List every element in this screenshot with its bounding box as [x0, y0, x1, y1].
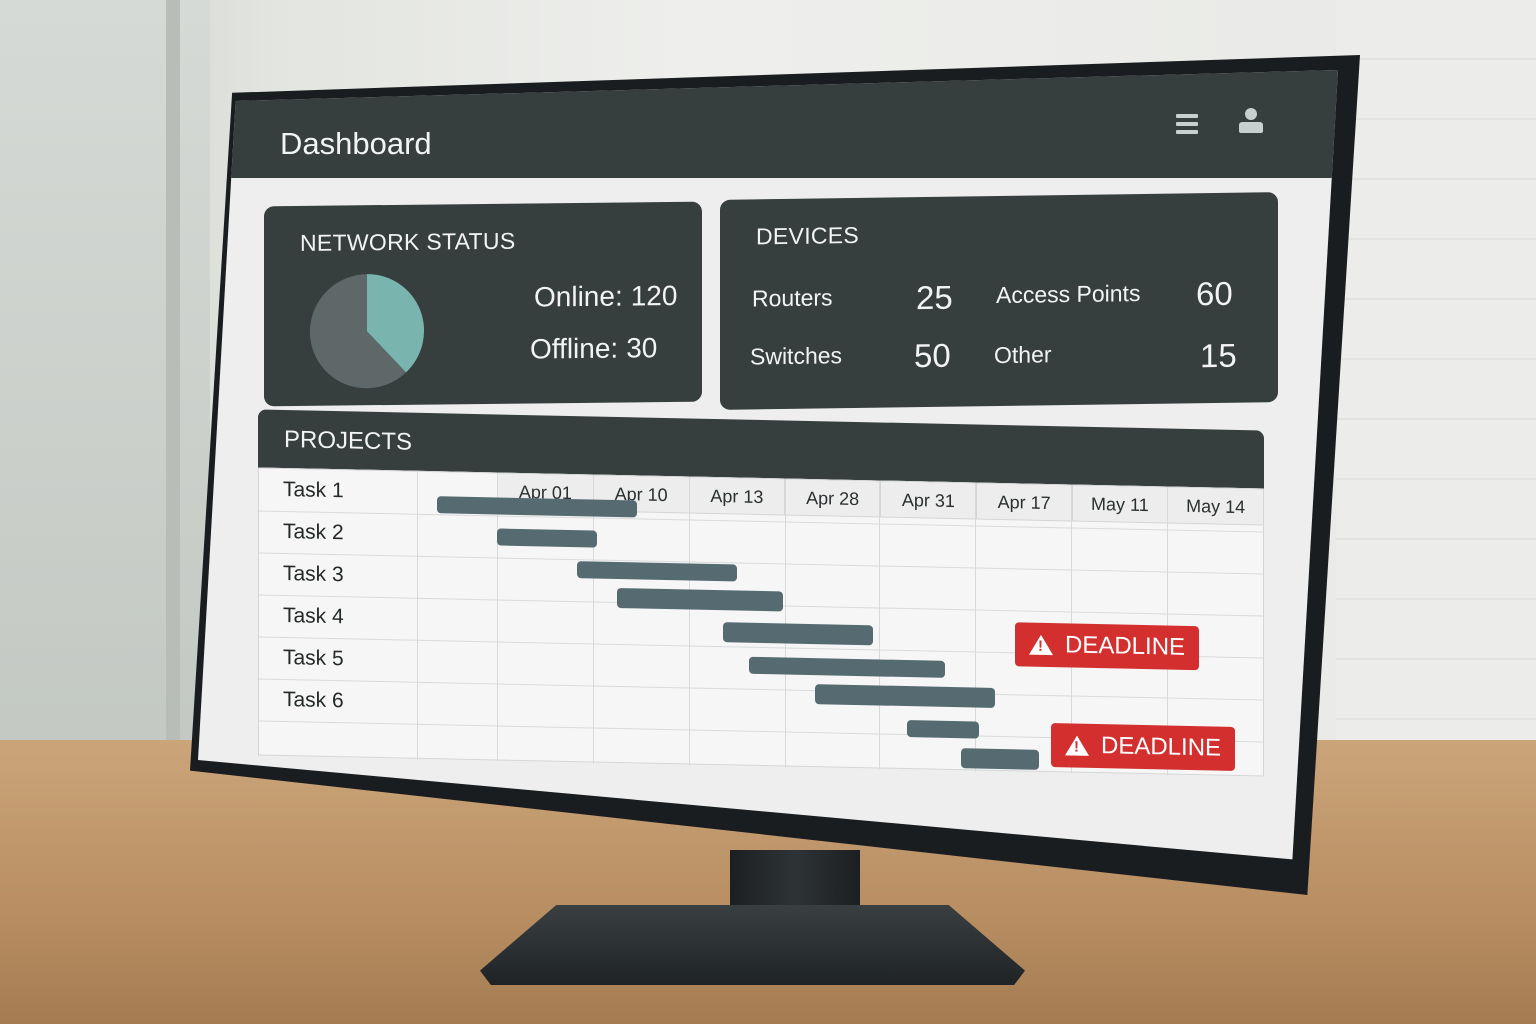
device-value-switches: 50: [914, 336, 951, 375]
warning-icon: [1065, 735, 1089, 756]
window-background: [0, 0, 210, 760]
offline-count: Offline: 30: [530, 332, 657, 365]
warning-icon: [1029, 634, 1053, 656]
device-value-other: 15: [1200, 336, 1237, 375]
task-label: Task 5: [283, 645, 344, 671]
task-label: Task 4: [283, 603, 344, 629]
deadline-badge[interactable]: DEADLINE: [1051, 723, 1236, 771]
task-bar[interactable]: [815, 684, 995, 708]
task-label: Task 1: [283, 477, 344, 503]
deadline-label: DEADLINE: [1101, 732, 1222, 762]
task-bar[interactable]: [497, 528, 597, 548]
deadline-label: DEADLINE: [1065, 631, 1186, 661]
task-label: Task 3: [283, 561, 344, 587]
page-title: Dashboard: [280, 126, 432, 161]
device-label-routers: Routers: [752, 284, 833, 312]
device-value-routers: 25: [916, 278, 953, 317]
user-icon[interactable]: [1238, 108, 1264, 134]
task-bar[interactable]: [723, 622, 873, 646]
device-label-access-points: Access Points: [996, 280, 1141, 309]
task-label: Task 6: [283, 687, 344, 713]
device-label-other: Other: [994, 341, 1052, 369]
devices-card: DEVICES Routers 25 Switches 50 Access Po…: [720, 192, 1278, 410]
pie-slice-online: [367, 274, 424, 373]
offline-label: Offline:: [530, 332, 619, 365]
device-label-switches: Switches: [750, 342, 843, 370]
task-bar[interactable]: [907, 720, 979, 739]
network-status-pie: [310, 274, 424, 389]
task-bar[interactable]: [577, 561, 737, 582]
devices-heading: DEVICES: [756, 221, 860, 250]
network-status-heading: NETWORK STATUS: [300, 227, 516, 256]
task-bar[interactable]: [961, 748, 1039, 770]
gantt-chart: Apr 01 Apr 10 Apr 13 Apr 28 Apr 31 Apr 1…: [258, 467, 1264, 777]
online-count: Online: 120: [534, 280, 677, 314]
monitor-stand-base: [480, 905, 1025, 985]
projects-heading: PROJECTS: [284, 426, 413, 456]
online-label: Online:: [534, 280, 623, 313]
network-status-card: NETWORK STATUS Online: 120 Offline: 30: [264, 201, 702, 407]
pie-slice-offline: [310, 274, 407, 389]
device-value-access-points: 60: [1196, 274, 1233, 313]
online-value: 120: [630, 279, 678, 312]
task-bar[interactable]: [617, 587, 783, 612]
monitor-screen: Dashboard NETWORK STATUS Online: 120 Offl…: [198, 69, 1338, 860]
projects-panel: PROJECTS Apr 01 Apr 10 Apr 13 Apr 28 Apr…: [258, 409, 1264, 830]
menu-icon[interactable]: [1176, 114, 1198, 134]
deadline-badge[interactable]: DEADLINE: [1015, 622, 1200, 671]
task-label: Task 2: [283, 519, 344, 545]
offline-value: 30: [626, 332, 658, 364]
